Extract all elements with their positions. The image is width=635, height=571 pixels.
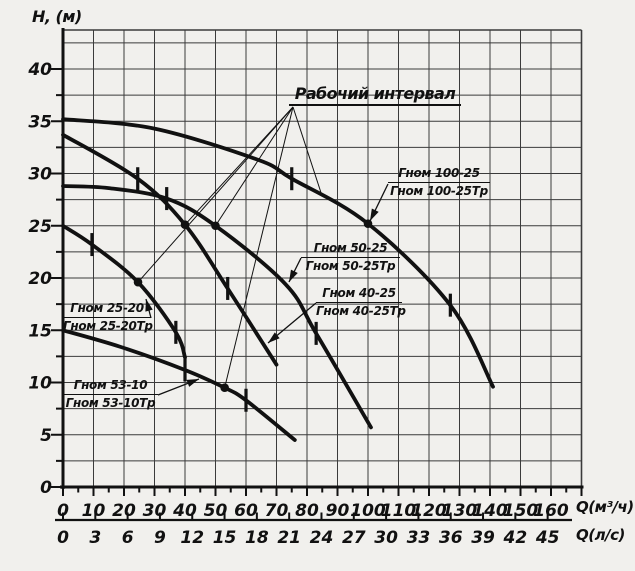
svg-text:20: 20 <box>28 269 52 289</box>
grid-lines <box>63 29 583 487</box>
svg-text:10: 10 <box>28 374 52 394</box>
axis-ticks <box>51 68 583 496</box>
leader-arrowhead <box>370 208 379 221</box>
curve-label-top: Гном 53-10 <box>63 378 158 395</box>
curve-label-bottom: Гном 40-25Тр <box>316 304 406 318</box>
svg-text:70: 70 <box>265 501 289 521</box>
svg-text:27: 27 <box>342 528 366 548</box>
curve-label-bottom: Гном 53-10Тр <box>65 396 156 410</box>
nominal-point-gnom-53-10 <box>220 383 229 393</box>
x-axis-unit-ls: Q(л/с) <box>576 526 625 544</box>
curve-label-top: Гном 100-25 <box>388 166 490 183</box>
svg-text:21: 21 <box>277 528 301 548</box>
curve-label-bottom: Гном 25-20Тр <box>63 319 153 333</box>
svg-text:160: 160 <box>533 501 569 521</box>
svg-text:0: 0 <box>57 528 69 548</box>
nominal-point-gnom-25-20 <box>133 277 143 287</box>
svg-text:42: 42 <box>503 528 528 548</box>
svg-text:40: 40 <box>172 501 197 521</box>
svg-text:45: 45 <box>535 528 560 548</box>
svg-text:36: 36 <box>439 528 463 548</box>
curve-label-bottom: Гном 100-25Тр <box>390 184 488 198</box>
svg-text:39: 39 <box>471 528 495 548</box>
leader-arrows <box>145 183 389 396</box>
nominal-dots <box>133 219 373 393</box>
svg-text:20: 20 <box>112 501 136 521</box>
curve-label-top: Гном 25-20 <box>63 301 151 318</box>
svg-text:33: 33 <box>407 528 431 548</box>
leader-arrowhead <box>268 332 280 343</box>
leader-arrowhead <box>186 379 199 387</box>
svg-text:110: 110 <box>381 501 417 521</box>
curve-label-gnom-25-20: Гном 25-20 Гном 25-20Тр <box>63 301 153 334</box>
svg-text:90: 90 <box>326 501 350 521</box>
svg-text:100: 100 <box>350 501 386 521</box>
svg-text:140: 140 <box>472 501 508 521</box>
x-axis-unit-m3h: Q(м³/ч) <box>576 498 634 516</box>
svg-text:35: 35 <box>28 112 52 132</box>
svg-text:15: 15 <box>213 528 237 548</box>
y-axis-label: Н, (м) <box>32 7 82 26</box>
svg-text:120: 120 <box>411 501 447 521</box>
svg-text:80: 80 <box>295 501 319 521</box>
svg-text:0: 0 <box>40 478 52 498</box>
curve-label-gnom-50-25: Гном 50-25 Гном 50-25Тр <box>301 241 400 274</box>
leader-arrowhead <box>289 269 298 282</box>
svg-text:24: 24 <box>310 528 334 548</box>
svg-text:6: 6 <box>122 528 134 548</box>
curve-label-gnom-53-10: Гном 53-10 Гном 53-10Тр <box>63 378 158 411</box>
svg-text:10: 10 <box>82 501 106 521</box>
curve-label-gnom-100-25: Гном 100-25 Гном 100-25Тр <box>388 166 490 199</box>
curve-label-top: Гном 50-25 <box>301 241 400 258</box>
interval-marks <box>90 167 452 412</box>
svg-text:12: 12 <box>180 528 204 548</box>
svg-text:9: 9 <box>154 528 166 548</box>
nominal-point-gnom-50-25 <box>211 221 220 231</box>
svg-text:30: 30 <box>28 165 52 185</box>
svg-text:150: 150 <box>503 501 539 521</box>
ls-axis: 0 3 6 9 12 15 18 21 24 27 30 33 36 39 42 45 <box>55 512 572 548</box>
svg-text:30: 30 <box>374 528 398 548</box>
svg-text:25: 25 <box>28 217 52 237</box>
leader-arrowhead <box>145 299 153 312</box>
svg-text:60: 60 <box>234 501 258 521</box>
nominal-point-gnom-100-25 <box>363 219 373 228</box>
curve-gnom-53-10 <box>61 328 297 442</box>
curve-label-gnom-40-25: Гном 40-25 Гном 40-25Тр <box>316 286 406 319</box>
curve-label-top: Гном 40-25 <box>316 286 402 303</box>
svg-text:18: 18 <box>245 528 269 548</box>
svg-text:3: 3 <box>89 528 101 548</box>
svg-text:50: 50 <box>204 501 228 521</box>
svg-text:5: 5 <box>40 426 52 446</box>
fan-lines <box>137 106 323 388</box>
svg-text:40: 40 <box>27 60 52 80</box>
curve-gnom-50-25 <box>61 184 373 430</box>
svg-text:15: 15 <box>28 321 52 341</box>
nominal-point-gnom-40-25 <box>180 220 190 230</box>
svg-text:30: 30 <box>143 501 167 521</box>
working-interval-annotation: Рабочий интервал <box>289 84 461 106</box>
svg-text:0: 0 <box>57 501 69 521</box>
curve-label-bottom: Гном 50-25Тр <box>305 259 396 273</box>
